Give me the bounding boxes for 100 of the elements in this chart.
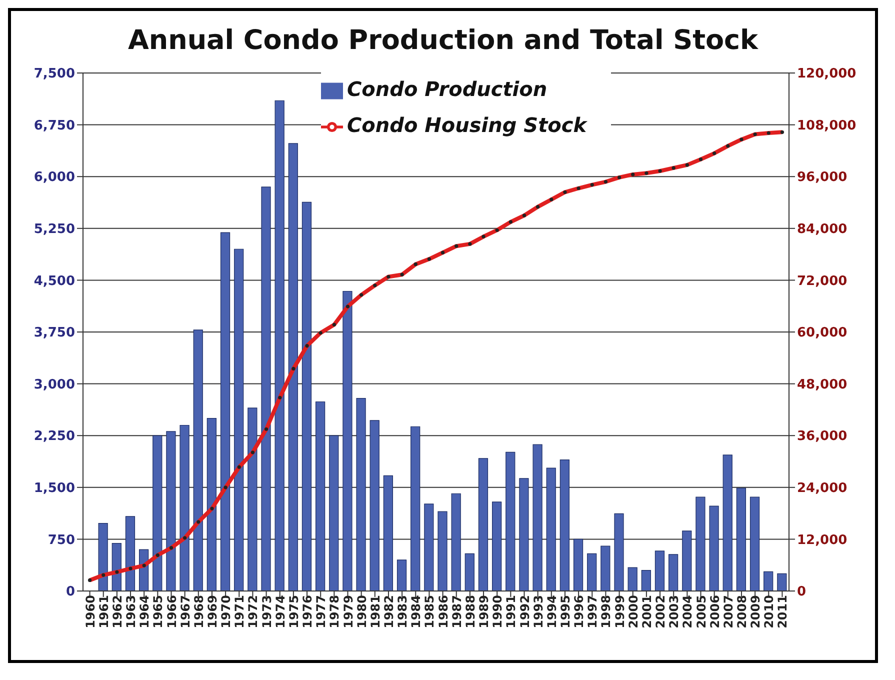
- x-tick-label: 1989: [477, 595, 492, 628]
- bar: [316, 401, 326, 591]
- x-tick-label: 2000: [626, 595, 640, 628]
- x-tick-label: 2009: [748, 595, 763, 628]
- x-tick-label: 2004: [680, 595, 695, 628]
- y2-tick-label: 0: [797, 584, 806, 600]
- bar: [410, 426, 420, 591]
- y2-tick-label: 24,000: [797, 481, 848, 496]
- x-tick-label: 1972: [246, 595, 260, 628]
- bar: [600, 546, 610, 591]
- legend-label: Condo Housing Stock: [347, 113, 587, 137]
- x-tick-label: 1974: [273, 595, 288, 628]
- y-tick-label: 1,500: [34, 481, 75, 496]
- x-tick-label: 1981: [368, 595, 382, 628]
- bar: [777, 573, 787, 591]
- bar: [478, 458, 488, 591]
- x-tick-label: 2011: [776, 595, 790, 628]
- x-tick-label: 1995: [558, 595, 572, 628]
- bar: [546, 468, 556, 591]
- bar: [709, 506, 719, 591]
- y-tick-label: 2,250: [34, 429, 75, 444]
- x-tick-label: 1960: [83, 595, 98, 628]
- bar: [180, 424, 190, 591]
- x-tick-label: 1970: [219, 595, 234, 628]
- x-tick-label: 2010: [762, 595, 776, 628]
- x-tick-label: 1999: [612, 595, 627, 628]
- y2-tick-label: 12,000: [797, 532, 848, 548]
- bar: [492, 502, 502, 591]
- bar: [696, 496, 706, 591]
- x-tick-label: 2003: [667, 595, 682, 628]
- bar: [98, 523, 108, 591]
- bar: [560, 459, 570, 591]
- bar: [451, 493, 461, 591]
- bar: [614, 513, 624, 591]
- bar: [274, 100, 284, 591]
- bar: [206, 418, 216, 591]
- y2-tick-label: 60,000: [797, 326, 848, 341]
- bar: [641, 570, 651, 591]
- bar: [668, 554, 678, 591]
- chart-title: Annual Condo Production and Total Stock: [126, 25, 760, 58]
- bar: [587, 553, 597, 591]
- bar: [370, 420, 380, 591]
- x-tick-label: 1998: [599, 595, 614, 628]
- bar: [532, 444, 542, 591]
- y2-tick-label: 96,000: [797, 170, 848, 186]
- bar: [682, 530, 692, 591]
- bar: [764, 571, 774, 591]
- y-tick-label: 5,250: [34, 222, 75, 238]
- bar: [329, 435, 339, 591]
- x-tick-label: 1978: [328, 595, 342, 628]
- x-tick-label: 1997: [586, 595, 600, 628]
- x-tick-label: 1990: [490, 595, 505, 628]
- x-tick-label: 1987: [450, 595, 464, 628]
- y2-tick-label: 108,000: [797, 118, 856, 134]
- bar: [396, 560, 407, 591]
- bar: [628, 567, 638, 591]
- y-tick-label: 4,500: [34, 274, 75, 289]
- x-tick-label: 1991: [504, 595, 518, 628]
- bar: [220, 232, 230, 591]
- x-tick-label: 2001: [640, 595, 654, 628]
- bar: [302, 202, 312, 591]
- bar: [750, 496, 760, 591]
- bar: [654, 550, 665, 591]
- x-tick-label: 1967: [178, 595, 192, 628]
- x-tick-label: 1975: [286, 595, 301, 628]
- y-tick-label: 750: [48, 532, 75, 548]
- x-tick-label: 1979: [341, 595, 356, 628]
- bar: [506, 452, 516, 591]
- bar: [166, 431, 176, 591]
- y-tick-label: 6,750: [34, 118, 75, 134]
- y-tick-label: 3,750: [34, 326, 75, 341]
- x-tick-label: 1980: [354, 595, 369, 628]
- x-tick-label: 1977: [314, 595, 328, 628]
- bar: [342, 290, 352, 591]
- bar: [464, 553, 474, 591]
- bar: [125, 516, 136, 591]
- y2-tick-label: 36,000: [797, 429, 848, 444]
- bar: [722, 454, 732, 591]
- x-tick-label: 1969: [206, 595, 220, 628]
- bar: [288, 143, 298, 591]
- bar: [193, 330, 203, 591]
- bar: [112, 543, 122, 591]
- x-tick-label: 1982: [382, 595, 396, 628]
- x-tick-label: 1971: [232, 595, 247, 628]
- x-tick-label: 1983: [396, 595, 410, 628]
- x-tick-label: 1968: [192, 595, 206, 628]
- x-tick-label: 1973: [260, 595, 274, 628]
- x-tick-label: 1996: [572, 595, 586, 628]
- bar: [152, 435, 162, 591]
- bar: [383, 475, 393, 591]
- y2-tick-label: 72,000: [797, 274, 848, 289]
- bar: [519, 478, 529, 591]
- y2-tick-label: 48,000: [797, 377, 848, 392]
- x-tick-label: 1993: [531, 595, 546, 628]
- y-tick-label: 3,000: [34, 377, 75, 392]
- bar: [234, 248, 244, 591]
- x-tick-label: 2006: [708, 595, 722, 628]
- x-tick-label: 1963: [124, 595, 138, 628]
- x-tick-label: 1965: [151, 595, 166, 628]
- x-tick-label: 1992: [518, 595, 532, 628]
